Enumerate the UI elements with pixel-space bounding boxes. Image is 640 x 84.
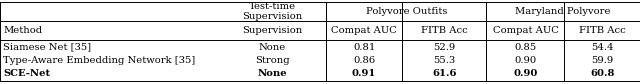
Text: FITB Acc: FITB Acc <box>420 26 468 35</box>
Text: Type-Aware Embedding Network [35]: Type-Aware Embedding Network [35] <box>3 56 195 65</box>
Text: Test-time: Test-time <box>248 2 296 11</box>
Text: Compat AUC: Compat AUC <box>493 26 558 35</box>
Text: Supervision: Supervision <box>242 12 302 21</box>
Text: 0.81: 0.81 <box>353 43 375 51</box>
Text: Siamese Net [35]: Siamese Net [35] <box>3 43 92 51</box>
Text: Method: Method <box>3 26 42 35</box>
Text: Supervision: Supervision <box>242 26 302 35</box>
Text: Compat AUC: Compat AUC <box>332 26 397 35</box>
Text: 0.86: 0.86 <box>353 56 375 65</box>
Text: None: None <box>257 69 287 79</box>
Text: 0.91: 0.91 <box>352 69 376 79</box>
Text: FITB Acc: FITB Acc <box>579 26 626 35</box>
Text: Maryland Polyvore: Maryland Polyvore <box>515 7 611 16</box>
Text: 52.9: 52.9 <box>433 43 455 51</box>
Text: 60.8: 60.8 <box>590 69 614 79</box>
Text: SCE-Net: SCE-Net <box>3 69 51 79</box>
Text: 54.4: 54.4 <box>591 43 614 51</box>
Text: 0.85: 0.85 <box>515 43 536 51</box>
Text: None: None <box>259 43 285 51</box>
Text: 59.9: 59.9 <box>591 56 613 65</box>
Text: Polyvore Outfits: Polyvore Outfits <box>365 7 447 16</box>
Text: 61.6: 61.6 <box>432 69 456 79</box>
Text: 0.90: 0.90 <box>515 56 536 65</box>
Text: 0.90: 0.90 <box>513 69 538 79</box>
Text: Strong: Strong <box>255 56 289 65</box>
Text: 55.3: 55.3 <box>433 56 455 65</box>
